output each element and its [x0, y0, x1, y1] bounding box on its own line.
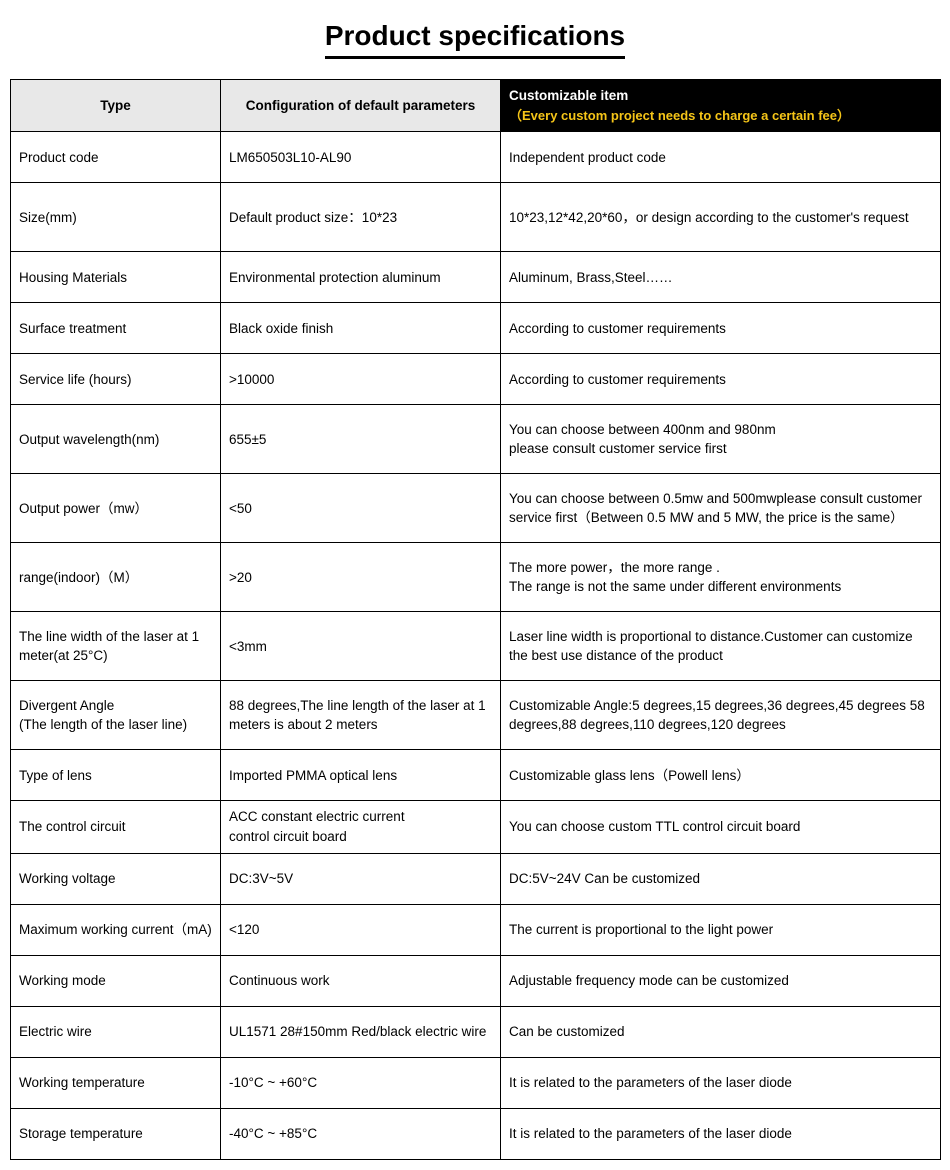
cell-config: >10000 — [221, 354, 501, 405]
cell-type: Service life (hours) — [11, 354, 221, 405]
cell-config: Continuous work — [221, 955, 501, 1006]
cell-custom: The current is proportional to the light… — [501, 904, 941, 955]
cell-custom: Adjustable frequency mode can be customi… — [501, 955, 941, 1006]
cell-custom: According to customer requirements — [501, 354, 941, 405]
cell-config: ACC constant electric currentcontrol cir… — [221, 801, 501, 853]
cell-type: Output wavelength(nm) — [11, 405, 221, 474]
cell-config: -10°C ~ +60°C — [221, 1057, 501, 1108]
cell-custom: Independent product code — [501, 132, 941, 183]
cell-custom: Customizable Angle:5 degrees,15 degrees,… — [501, 681, 941, 750]
cell-custom: You can choose between 0.5mw and 500mwpl… — [501, 474, 941, 543]
cell-type: Working temperature — [11, 1057, 221, 1108]
cell-config: 88 degrees,The line length of the laser … — [221, 681, 501, 750]
cell-config: -40°C ~ +85°C — [221, 1108, 501, 1159]
cell-custom: Laser line width is proportional to dist… — [501, 612, 941, 681]
header-config: Configuration of default parameters — [221, 80, 501, 132]
cell-config: DC:3V~5V — [221, 853, 501, 904]
table-row: Service life (hours)>10000According to c… — [11, 354, 941, 405]
cell-config: UL1571 28#150mm Red/black electric wire — [221, 1006, 501, 1057]
page-title-wrap: Product specifications — [10, 20, 940, 59]
cell-type: range(indoor)（M） — [11, 543, 221, 612]
cell-config: <120 — [221, 904, 501, 955]
table-row: Working voltageDC:3V~5VDC:5V~24V Can be … — [11, 853, 941, 904]
cell-custom: It is related to the parameters of the l… — [501, 1108, 941, 1159]
cell-config: <50 — [221, 474, 501, 543]
cell-config: Default product size：10*23 — [221, 183, 501, 252]
cell-type: Housing Materials — [11, 252, 221, 303]
cell-type: Working mode — [11, 955, 221, 1006]
table-row: Electric wireUL1571 28#150mm Red/black e… — [11, 1006, 941, 1057]
cell-type: Size(mm) — [11, 183, 221, 252]
cell-custom: DC:5V~24V Can be customized — [501, 853, 941, 904]
cell-custom: Customizable glass lens（Powell lens） — [501, 750, 941, 801]
header-custom-main: Customizable item — [509, 88, 628, 103]
table-row: Working temperature-10°C ~ +60°CIt is re… — [11, 1057, 941, 1108]
cell-config: LM650503L10-AL90 — [221, 132, 501, 183]
table-row: Size(mm)Default product size：10*2310*23,… — [11, 183, 941, 252]
cell-type: Maximum working current（mA) — [11, 904, 221, 955]
header-custom-sub: （Every custom project needs to charge a … — [509, 108, 850, 123]
table-row: Maximum working current（mA)<120The curre… — [11, 904, 941, 955]
cell-custom: It is related to the parameters of the l… — [501, 1057, 941, 1108]
page-title: Product specifications — [325, 20, 625, 59]
table-row: range(indoor)（M）>20The more power，the mo… — [11, 543, 941, 612]
cell-type: The line width of the laser at 1 meter(a… — [11, 612, 221, 681]
cell-type: Surface treatment — [11, 303, 221, 354]
cell-custom: Aluminum, Brass,Steel…… — [501, 252, 941, 303]
table-row: Divergent Angle(The length of the laser … — [11, 681, 941, 750]
cell-type: Product code — [11, 132, 221, 183]
table-row: Surface treatmentBlack oxide finishAccor… — [11, 303, 941, 354]
cell-type: Output power（mw） — [11, 474, 221, 543]
cell-custom: According to customer requirements — [501, 303, 941, 354]
table-row: Storage temperature-40°C ~ +85°CIt is re… — [11, 1108, 941, 1159]
table-row: The line width of the laser at 1 meter(a… — [11, 612, 941, 681]
header-custom: Customizable item （Every custom project … — [501, 80, 941, 132]
cell-type: Type of lens — [11, 750, 221, 801]
cell-type: Divergent Angle(The length of the laser … — [11, 681, 221, 750]
table-row: Output power（mw）<50You can choose betwee… — [11, 474, 941, 543]
cell-custom: 10*23,12*42,20*60，or design according to… — [501, 183, 941, 252]
table-row: Product codeLM650503L10-AL90Independent … — [11, 132, 941, 183]
cell-config: 655±5 — [221, 405, 501, 474]
cell-type: Storage temperature — [11, 1108, 221, 1159]
table-header-row: Type Configuration of default parameters… — [11, 80, 941, 132]
cell-custom: Can be customized — [501, 1006, 941, 1057]
cell-custom: You can choose custom TTL control circui… — [501, 801, 941, 853]
specifications-table: Type Configuration of default parameters… — [10, 79, 941, 1160]
cell-type: The control circuit — [11, 801, 221, 853]
cell-type: Electric wire — [11, 1006, 221, 1057]
cell-config: >20 — [221, 543, 501, 612]
cell-config: Environmental protection aluminum — [221, 252, 501, 303]
cell-type: Working voltage — [11, 853, 221, 904]
cell-config: <3mm — [221, 612, 501, 681]
cell-config: Black oxide finish — [221, 303, 501, 354]
header-type: Type — [11, 80, 221, 132]
table-row: Output wavelength(nm)655±5You can choose… — [11, 405, 941, 474]
table-row: Housing MaterialsEnvironmental protectio… — [11, 252, 941, 303]
cell-config: Imported PMMA optical lens — [221, 750, 501, 801]
cell-custom: You can choose between 400nm and 980nmpl… — [501, 405, 941, 474]
table-row: The control circuitACC constant electric… — [11, 801, 941, 853]
table-row: Working modeContinuous workAdjustable fr… — [11, 955, 941, 1006]
table-row: Type of lensImported PMMA optical lensCu… — [11, 750, 941, 801]
cell-custom: The more power，the more range .The range… — [501, 543, 941, 612]
